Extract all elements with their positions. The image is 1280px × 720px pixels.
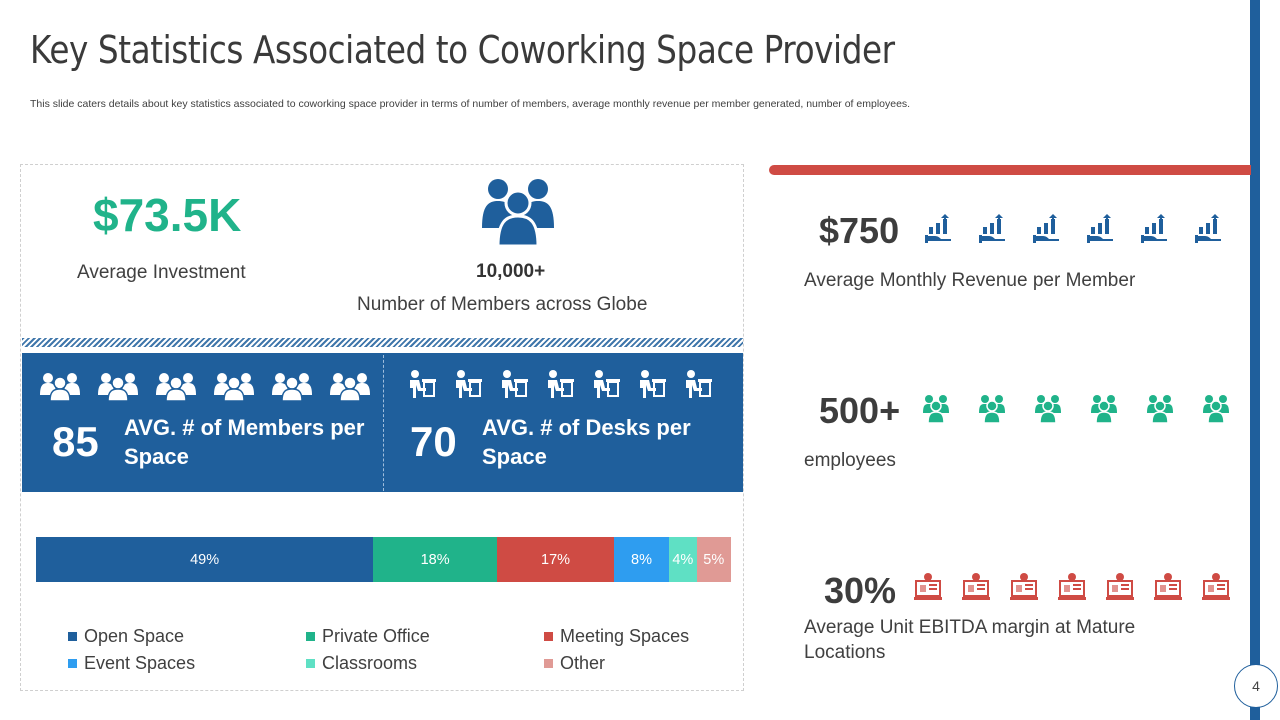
legend-swatch (544, 631, 553, 641)
desks-per-space-label: AVG. # of Desks per Space (482, 415, 691, 469)
revenue-growth-hand-icon (1087, 214, 1113, 243)
members-per-space-label: AVG. # of Members per Space (124, 415, 365, 469)
members-icon-row (40, 371, 370, 401)
people-group-icon (98, 373, 138, 401)
people-group-icon (214, 373, 254, 401)
employees-icon-row (921, 393, 1231, 423)
legend-item: Classrooms (306, 652, 544, 674)
revenue-growth-hand-icon (979, 214, 1005, 243)
employee-group-icon (1035, 395, 1061, 423)
revenue-growth-hand-icon (925, 214, 951, 243)
person-at-desk-icon (502, 370, 528, 398)
legend-swatch (68, 631, 77, 641)
members-label: Number of Members across Globe (357, 294, 648, 315)
revenue-value: $750 (819, 210, 900, 251)
ebitda-label: Average Unit EBITDA margin at Mature Loc… (804, 617, 1136, 663)
legend-item: Open Space (68, 625, 306, 647)
legend-item: Meeting Spaces (544, 625, 724, 647)
person-at-desk-icon (410, 370, 436, 398)
revenue-icon-row (925, 213, 1225, 243)
revenue-growth-hand-icon (1195, 214, 1221, 243)
bar-segment-event-spaces: 8% (614, 537, 670, 582)
people-group-icon (40, 373, 80, 401)
right-edge-bar (1250, 0, 1260, 720)
data-label: 5% (703, 551, 725, 568)
ebitda-icon-row (912, 572, 1230, 602)
legend-swatch (306, 658, 315, 668)
legend-item: Private Office (306, 625, 544, 647)
investment-label: Average Investment (77, 262, 246, 283)
data-label: 49% (190, 551, 220, 568)
person-at-desk-icon (594, 370, 620, 398)
slide-title: Key Statistics Associated to Coworking S… (30, 28, 895, 72)
left-stats-panel (20, 164, 744, 691)
computer-chart-icon (914, 573, 942, 600)
revenue-growth-hand-icon (1033, 214, 1059, 243)
computer-chart-icon (1202, 573, 1230, 600)
person-at-desk-icon (548, 370, 574, 398)
computer-chart-icon (1106, 573, 1134, 600)
averages-band (22, 353, 743, 492)
computer-chart-icon (1154, 573, 1182, 600)
data-label: 8% (631, 551, 652, 568)
employee-group-icon (979, 395, 1005, 423)
legend-swatch (68, 658, 77, 668)
desks-per-space-value: 70 (410, 418, 457, 465)
space-mix-stacked-bar: 49% 18% 17% 8% 4% 5% (36, 537, 731, 582)
employees-value: 500+ (819, 390, 901, 431)
employee-group-icon (923, 395, 949, 423)
members-value: 10,000+ (476, 261, 546, 282)
employee-group-icon (1203, 395, 1229, 423)
bar-segment-meeting-spaces: 17% (497, 537, 614, 582)
bar-segment-open-space: 49% (36, 537, 374, 582)
person-at-desk-icon (456, 370, 482, 398)
hatch-divider (22, 338, 743, 347)
computer-chart-icon (1058, 573, 1086, 600)
data-label: 18% (420, 551, 450, 568)
legend-label: Classrooms (322, 652, 418, 673)
legend-swatch (306, 631, 315, 641)
computer-chart-icon (1010, 573, 1038, 600)
legend-label: Meeting Spaces (560, 625, 690, 646)
bar-segment-private-office: 18% (373, 537, 498, 582)
revenue-growth-hand-icon (1141, 214, 1167, 243)
computer-chart-icon (962, 573, 990, 600)
bar-segment-classrooms: 4% (669, 537, 697, 582)
people-group-icon (272, 373, 312, 401)
people-group-icon (482, 179, 554, 246)
legend-label: Private Office (322, 625, 430, 646)
employees-label: employees (804, 450, 896, 471)
legend-label: Open Space (84, 625, 185, 646)
desks-icon-row (408, 368, 714, 400)
person-at-desk-icon (686, 370, 712, 398)
band-divider (383, 355, 384, 491)
investment-value: $73.5K (93, 189, 242, 241)
accent-red-bar (769, 165, 1251, 175)
chart-legend: Open Space Private Office Meeting Spaces Ev… (68, 625, 728, 674)
legend-label: Event Spaces (84, 652, 196, 673)
page-number: 4 (1234, 664, 1278, 708)
revenue-label: Average Monthly Revenue per Member (804, 270, 1136, 291)
legend-label: Other (560, 652, 606, 673)
ebitda-value: 30% (824, 570, 897, 611)
person-at-desk-icon (640, 370, 666, 398)
legend-item: Event Spaces (68, 652, 306, 674)
legend-swatch (544, 658, 553, 668)
slide-subtitle: This slide caters details about key stat… (30, 98, 911, 110)
employee-group-icon (1147, 395, 1173, 423)
employee-group-icon (1091, 395, 1117, 423)
legend-item: Other (544, 652, 724, 674)
bar-segment-other: 5% (696, 537, 731, 582)
members-per-space-value: 85 (52, 418, 99, 465)
people-group-icon (330, 373, 370, 401)
data-label: 4% (672, 551, 694, 568)
data-label: 17% (541, 551, 571, 568)
people-group-icon (156, 373, 196, 401)
